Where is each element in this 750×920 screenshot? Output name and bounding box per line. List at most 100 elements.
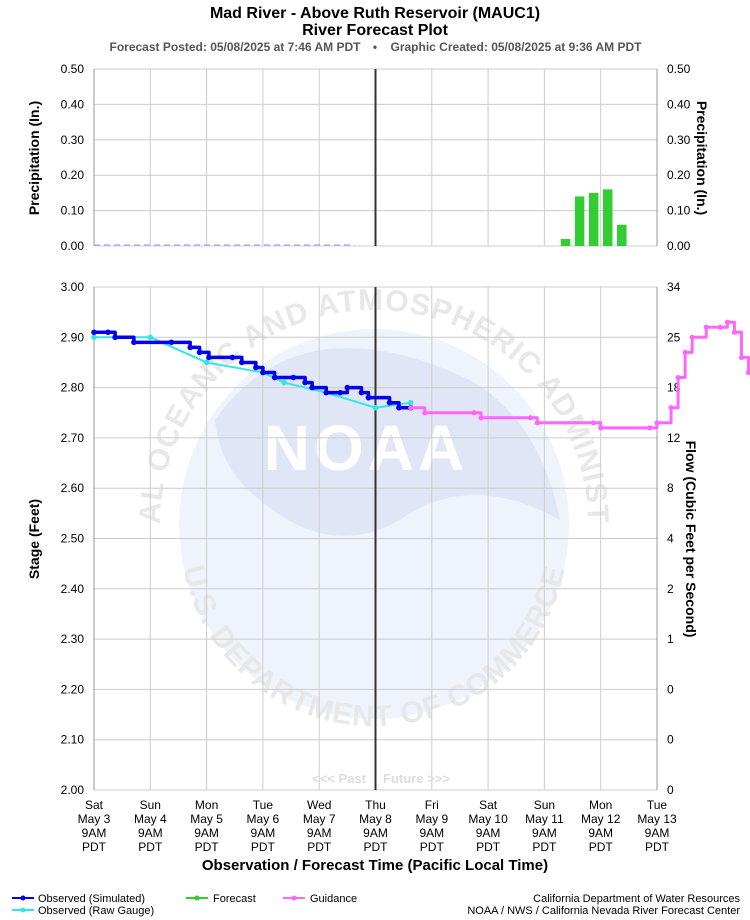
series-point-observed-simulated bbox=[187, 344, 193, 351]
stage-ytick: 2.60 bbox=[61, 481, 85, 495]
series-point-guidance bbox=[724, 319, 730, 325]
series-point-observed-simulated bbox=[112, 334, 118, 341]
stage-ytick: 2.20 bbox=[61, 682, 85, 696]
series-point-observed-simulated bbox=[253, 364, 259, 371]
x-tick-label: PDT bbox=[251, 840, 276, 854]
forecast-precip-bar bbox=[617, 224, 627, 246]
precip-ylabel-right: Precipitation (In.) bbox=[694, 101, 710, 215]
series-point-observed-simulated bbox=[309, 384, 315, 391]
series-point-guidance bbox=[527, 415, 533, 421]
series-point-observed-simulated bbox=[196, 349, 203, 356]
flow-ytick: 34 bbox=[667, 280, 681, 294]
flow-ytick: 2 bbox=[667, 582, 674, 596]
x-tick-label: PDT bbox=[589, 840, 614, 854]
forecast-precip-bar bbox=[560, 238, 571, 246]
graphic-created: Graphic Created: 05/08/2025 at 9:36 AM P… bbox=[391, 40, 643, 54]
x-tick-label: May 11 bbox=[525, 812, 564, 826]
x-tick-label: May 9 bbox=[415, 812, 448, 826]
flow-ytick: 25 bbox=[667, 330, 681, 344]
precip-ytick-right: 0.40 bbox=[667, 97, 691, 111]
series-layer bbox=[91, 69, 750, 790]
stage-ytick: 2.80 bbox=[61, 381, 85, 395]
x-tick-label: Sat bbox=[479, 798, 498, 812]
forecast-precip-bar bbox=[574, 196, 585, 246]
x-tick-label: May 3 bbox=[78, 812, 111, 826]
stage-ytick: 2.10 bbox=[61, 733, 85, 747]
credit-line-1: California Department of Water Resources bbox=[533, 893, 740, 905]
stage-axes: 3.00 342.90 252.80 182.70 122.60 82.50 42.40 22… bbox=[61, 280, 681, 797]
legend-label: Forecast bbox=[213, 893, 256, 905]
series-point-observed-simulated bbox=[168, 339, 175, 346]
flow-ytick: 8 bbox=[667, 481, 674, 495]
stage-ytick: 3.00 bbox=[61, 280, 85, 294]
x-tick-label: PDT bbox=[532, 840, 557, 854]
x-tick-label: PDT bbox=[645, 840, 670, 854]
chart-subtitle: River Forecast Plot bbox=[302, 22, 449, 39]
flow-ytick: 12 bbox=[667, 431, 681, 445]
precip-ytick-right: 0.30 bbox=[667, 133, 691, 147]
x-tick-label: PDT bbox=[420, 840, 445, 854]
x-tick-label: May 13 bbox=[637, 812, 677, 826]
x-tick-label: Mon bbox=[589, 798, 612, 812]
flow-ytick: 0 bbox=[667, 733, 674, 747]
x-tick-label: 9AM bbox=[419, 826, 444, 840]
x-tick-label: 9AM bbox=[532, 826, 557, 840]
x-tick-label: PDT bbox=[476, 840, 501, 854]
series-point-observed-simulated bbox=[91, 329, 97, 336]
series-point-guidance bbox=[591, 420, 597, 426]
series-point-guidance bbox=[675, 374, 681, 381]
series-point-observed-simulated bbox=[260, 369, 266, 376]
series-point-observed-simulated bbox=[337, 389, 344, 396]
series-point-observed-simulated bbox=[396, 404, 402, 411]
x-tick-label: Tue bbox=[647, 798, 668, 812]
chart-title: Mad River - Above Ruth Reservoir (MAUC1) bbox=[210, 5, 540, 22]
series-point-guidance bbox=[717, 324, 723, 330]
legend-item-observed-simulated: Observed (Simulated) bbox=[12, 893, 145, 905]
credit-line-2: NOAA / NWS / California Nevada River For… bbox=[467, 905, 740, 917]
future-label: Future >>> bbox=[383, 771, 450, 786]
series-point-observed-raw-gauge bbox=[147, 334, 154, 341]
series-point-observed-simulated bbox=[358, 389, 365, 396]
x-tick-label: PDT bbox=[138, 840, 163, 854]
stage-ytick: 2.40 bbox=[61, 582, 85, 596]
x-tick-label: PDT bbox=[364, 840, 389, 854]
precip-ytick-left: 0.20 bbox=[61, 168, 85, 182]
precip-ytick-left: 0.40 bbox=[61, 97, 85, 111]
series-point-observed-simulated bbox=[344, 384, 351, 391]
stage-ytick: 2.50 bbox=[61, 532, 85, 546]
past-label: <<< Past bbox=[312, 771, 367, 786]
series-point-guidance bbox=[422, 410, 428, 416]
legend-label: Observed (Simulated) bbox=[38, 893, 145, 905]
x-tick-label: 9AM bbox=[588, 826, 613, 840]
series-point-guidance bbox=[478, 415, 484, 421]
series-point-observed-simulated bbox=[238, 359, 245, 366]
x-tick-label: 9AM bbox=[645, 826, 670, 840]
stage-ytick: 2.30 bbox=[61, 632, 85, 646]
x-tick-label: 9AM bbox=[194, 826, 219, 840]
x-tick-label: May 8 bbox=[359, 812, 392, 826]
series-point-guidance bbox=[408, 405, 414, 411]
x-tick-label: PDT bbox=[307, 840, 332, 854]
precip-marks bbox=[94, 189, 627, 246]
series-point-observed-raw-gauge bbox=[91, 334, 97, 341]
precip-ytick-right: 0.20 bbox=[667, 168, 691, 182]
forecast-precip-bar bbox=[602, 189, 613, 246]
x-tick-label: Fri bbox=[425, 798, 439, 812]
x-tick-label: 9AM bbox=[476, 826, 501, 840]
series-point-observed-simulated bbox=[206, 354, 212, 361]
flow-ytick: 1 bbox=[667, 632, 674, 646]
watermark-gull-shape bbox=[215, 348, 560, 536]
x-tick-label: 9AM bbox=[251, 826, 276, 840]
series-point-guidance bbox=[534, 420, 540, 426]
stage-ytick: 2.90 bbox=[61, 330, 85, 344]
header-bullet: • bbox=[373, 40, 377, 54]
x-tick-label: Sun bbox=[140, 798, 161, 812]
flow-ylabel: Flow (Cubic Feet per Second) bbox=[683, 441, 699, 638]
series-point-guidance bbox=[668, 405, 674, 411]
